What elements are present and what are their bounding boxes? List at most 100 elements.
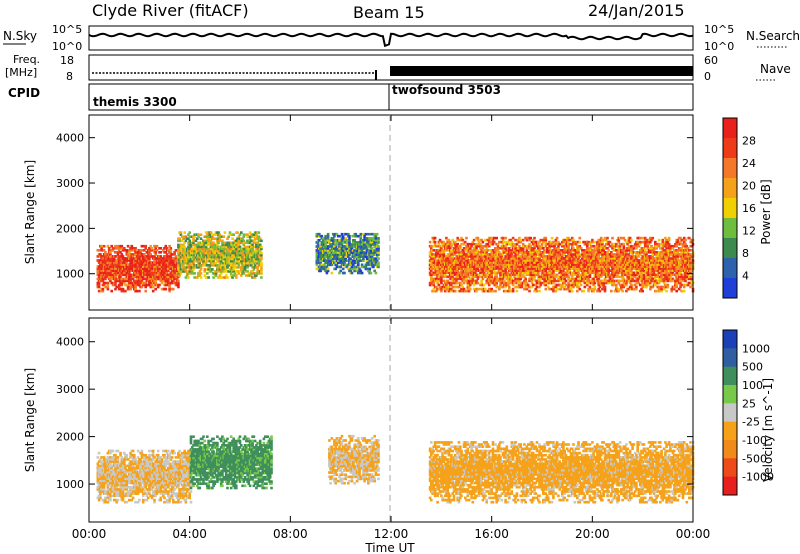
data-cell [165, 255, 169, 258]
data-cell [145, 251, 149, 254]
data-cell [131, 255, 135, 258]
data-cell [206, 249, 209, 253]
data-cell [116, 253, 120, 256]
data-cell [187, 245, 190, 249]
data-cell [525, 236, 529, 240]
data-cell [484, 238, 487, 242]
data-cell [169, 277, 173, 281]
data-cell [106, 257, 110, 260]
data-cell [163, 247, 166, 250]
data-cell [213, 245, 217, 249]
data-cell [129, 281, 132, 285]
data-cell [110, 244, 113, 248]
data-cell [148, 283, 151, 287]
data-cell [326, 232, 330, 236]
data-cell [528, 289, 531, 293]
data-cell [99, 253, 102, 256]
data-cell [111, 263, 115, 266]
data-cell [109, 251, 112, 254]
data-cell [133, 273, 136, 277]
data-cell [192, 237, 195, 240]
data-cell [204, 245, 208, 249]
cpid-label: CPID [8, 86, 40, 100]
data-cell [154, 287, 157, 291]
data-cell [557, 275, 560, 279]
data-cell [464, 289, 467, 293]
data-cell [114, 271, 117, 275]
data-cell [146, 253, 150, 256]
data-cell [117, 285, 121, 289]
data-cell [150, 247, 154, 250]
data-cell [106, 259, 110, 262]
data-cell [531, 283, 535, 287]
data-cell [125, 249, 129, 252]
data-cell [165, 271, 169, 275]
data-cell [193, 266, 196, 269]
data-cell [123, 247, 126, 250]
data-cell [348, 234, 351, 238]
data-cell [460, 242, 463, 246]
data-cell [203, 268, 207, 271]
data-cell [168, 287, 171, 291]
data-cell [126, 283, 130, 287]
data-cell [365, 237, 369, 240]
data-cell [144, 281, 147, 285]
data-cell [106, 244, 110, 248]
data-cell [162, 249, 165, 252]
data-cell [514, 238, 517, 242]
data-cell [184, 239, 188, 243]
data-cell [149, 244, 152, 248]
data-cell [167, 275, 170, 279]
data-cell [187, 266, 190, 269]
data-cell [343, 271, 346, 275]
data-cell [109, 263, 112, 266]
data-cell [173, 251, 176, 254]
data-cell [476, 281, 480, 285]
data-cell [135, 249, 139, 252]
data-cell [151, 289, 155, 293]
data-cell [102, 244, 106, 248]
data-cell [198, 274, 202, 277]
data-cell [106, 273, 110, 277]
data-cell [164, 279, 168, 283]
data-cell [182, 243, 185, 247]
data-cell [504, 289, 507, 293]
data-cell [169, 255, 173, 258]
data-cell [218, 237, 222, 240]
data-cell [211, 245, 214, 249]
data-cell [107, 247, 111, 250]
data-cell [169, 249, 173, 252]
data-cell [204, 247, 208, 251]
data-cell [97, 249, 101, 252]
data-cell [119, 251, 122, 254]
data-cell [114, 283, 117, 287]
data-cell [104, 261, 107, 264]
data-cell [165, 261, 169, 264]
data-cell [209, 239, 213, 243]
data-cell [104, 269, 107, 272]
data-cell [134, 247, 137, 250]
data-cell [134, 287, 137, 291]
data-cell [188, 231, 191, 234]
data-cell [198, 259, 202, 263]
data-cell [187, 233, 190, 236]
data-cell [129, 287, 132, 291]
data-cell [102, 249, 106, 252]
data-cell [231, 237, 234, 240]
data-cell [177, 268, 180, 271]
data-cell [149, 253, 152, 256]
data-cell [193, 272, 196, 275]
data-cell [148, 247, 151, 250]
data-cell [184, 235, 188, 238]
data-cell [345, 239, 349, 242]
data-cell [324, 234, 327, 238]
data-cell [558, 242, 561, 246]
data-cell [211, 233, 214, 236]
data-cell [104, 273, 107, 277]
data-cell [212, 241, 215, 245]
data-cell [106, 283, 110, 287]
nave-tick-top: 60 [704, 54, 718, 67]
data-cell [591, 238, 594, 242]
data-cell [145, 269, 149, 272]
data-cell [579, 283, 583, 287]
